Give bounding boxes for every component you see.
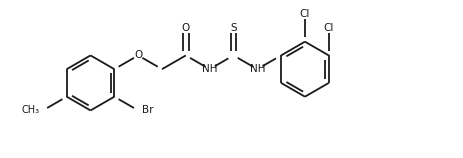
Text: O: O	[134, 50, 142, 60]
Text: S: S	[230, 23, 236, 33]
Text: NH: NH	[249, 64, 264, 74]
Text: Cl: Cl	[323, 23, 333, 33]
Text: Br: Br	[142, 105, 153, 115]
Text: Cl: Cl	[299, 9, 309, 19]
Text: O: O	[181, 23, 189, 33]
Text: NH: NH	[201, 64, 217, 74]
Text: CH₃: CH₃	[22, 105, 40, 115]
